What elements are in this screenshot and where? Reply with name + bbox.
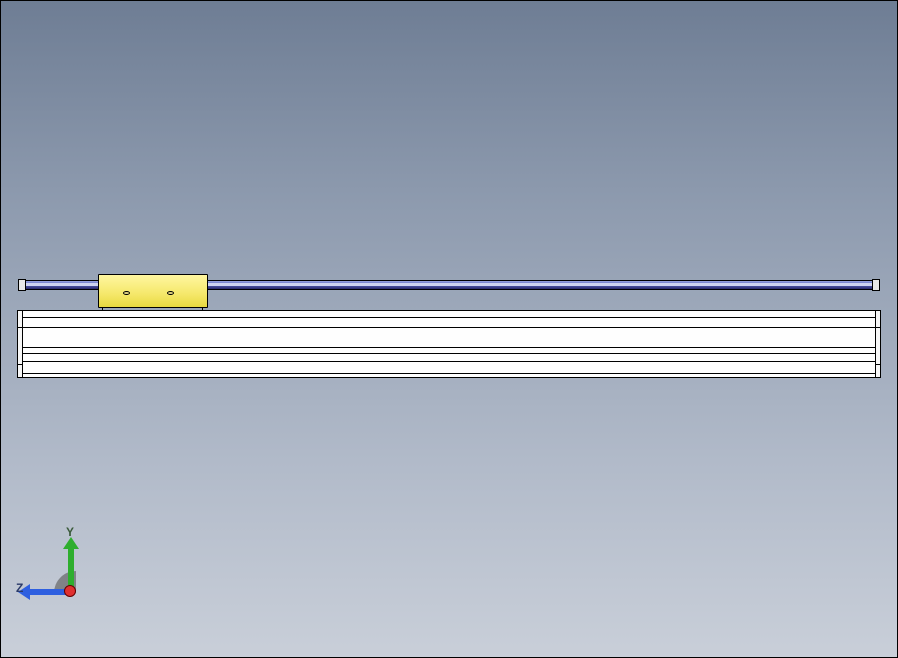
profile-line <box>21 327 877 328</box>
profile-line <box>21 353 877 354</box>
extrusion-body[interactable] <box>20 310 878 378</box>
rail-end-cap-left <box>18 279 26 291</box>
profile-line <box>21 317 877 318</box>
linear-rail-assembly[interactable] <box>20 280 878 380</box>
profile-line <box>21 361 877 362</box>
rail-end-cap-right <box>872 279 880 291</box>
body-end-plate-left <box>17 310 23 378</box>
coordinate-triad[interactable]: Y Z <box>20 523 100 603</box>
axis-z-label: Z <box>16 581 23 595</box>
cad-viewport[interactable]: Y Z <box>0 0 898 658</box>
axis-y-arrow-icon <box>68 547 74 587</box>
carriage-screw-icon <box>167 291 174 295</box>
body-end-plate-right <box>875 310 881 378</box>
profile-line <box>21 347 877 348</box>
axis-x-origin-icon <box>64 585 76 597</box>
axis-y-label: Y <box>66 525 74 539</box>
carriage-screw-icon <box>123 291 130 295</box>
carriage-block[interactable] <box>98 274 208 308</box>
profile-line <box>21 373 877 374</box>
axis-z-arrow-icon <box>28 589 68 595</box>
